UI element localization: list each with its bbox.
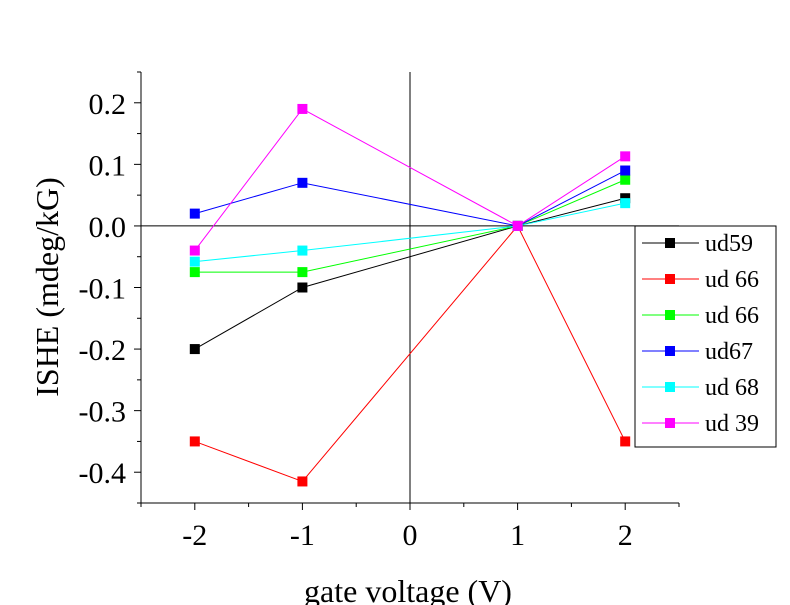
y-tick-label: 0.0 xyxy=(89,211,127,244)
y-tick-label: 0.1 xyxy=(89,149,127,182)
series-line xyxy=(194,170,626,227)
axes xyxy=(134,71,680,510)
series-line xyxy=(194,108,626,251)
legend-label: ud 39 xyxy=(705,411,759,437)
legend-marker xyxy=(665,238,675,248)
legend-item: ud 66 xyxy=(642,303,759,329)
data-point xyxy=(620,165,631,176)
data-point xyxy=(297,282,308,293)
data-point xyxy=(620,174,631,185)
data-point xyxy=(189,256,200,267)
y-tick-label: -0.4 xyxy=(79,457,127,490)
y-tick-label: 0.2 xyxy=(89,88,127,121)
legend-item: ud 39 xyxy=(642,411,759,437)
data-point xyxy=(512,220,523,231)
legend-item: ud67 xyxy=(642,339,753,365)
legend-item: ud 68 xyxy=(642,375,759,401)
legend-marker xyxy=(665,418,675,428)
series-6 xyxy=(189,103,631,256)
data-point xyxy=(189,208,200,219)
data-point xyxy=(189,245,200,256)
legend-label: ud59 xyxy=(705,231,753,257)
y-axis-label: ISHE (mdeg/kG) xyxy=(29,177,65,397)
x-tick-label: 2 xyxy=(618,519,633,552)
tick-labels: -2 -1 0 1 2 0.2 0.1 0.0 -0.1 -0.2 -0.3 -0.4 xyxy=(79,88,633,552)
legend-item: ud59 xyxy=(642,231,753,257)
data-point xyxy=(297,245,308,256)
x-axis-label: gate voltage (V) xyxy=(304,573,512,605)
legend-item: ud 66 xyxy=(642,267,759,293)
data-point xyxy=(297,103,308,114)
x-tick-label: -1 xyxy=(290,519,315,552)
data-point xyxy=(189,267,200,278)
y-tick-label: -0.1 xyxy=(79,273,127,306)
legend-box xyxy=(634,225,777,448)
x-tick-label: -2 xyxy=(182,519,207,552)
legend-marker xyxy=(665,382,675,392)
data-point xyxy=(297,267,308,278)
data-point xyxy=(297,177,308,188)
legend-marker xyxy=(665,346,675,356)
data-point xyxy=(297,476,308,487)
y-tick-label: -0.2 xyxy=(79,334,127,367)
x-tick-label: 1 xyxy=(510,519,525,552)
legend-marker xyxy=(665,310,675,320)
series-layer xyxy=(189,103,631,487)
data-point xyxy=(189,436,200,447)
legend-label: ud 66 xyxy=(705,267,759,293)
series-line xyxy=(194,225,626,483)
y-tick-label: -0.3 xyxy=(79,396,127,429)
data-point xyxy=(189,344,200,355)
legend-marker xyxy=(665,274,675,284)
data-point xyxy=(620,151,631,162)
legend-label: ud 66 xyxy=(705,303,759,329)
series-line xyxy=(194,202,626,263)
data-point xyxy=(620,198,631,209)
legend: ud59 ud 66 ud 66 ud67 ud 68 ud 39 xyxy=(634,225,777,448)
x-tick-label: 0 xyxy=(403,519,418,552)
series-line xyxy=(194,197,626,350)
legend-label: ud67 xyxy=(705,339,753,365)
data-point xyxy=(620,436,631,447)
legend-label: ud 68 xyxy=(705,375,759,401)
series-line xyxy=(194,179,626,273)
